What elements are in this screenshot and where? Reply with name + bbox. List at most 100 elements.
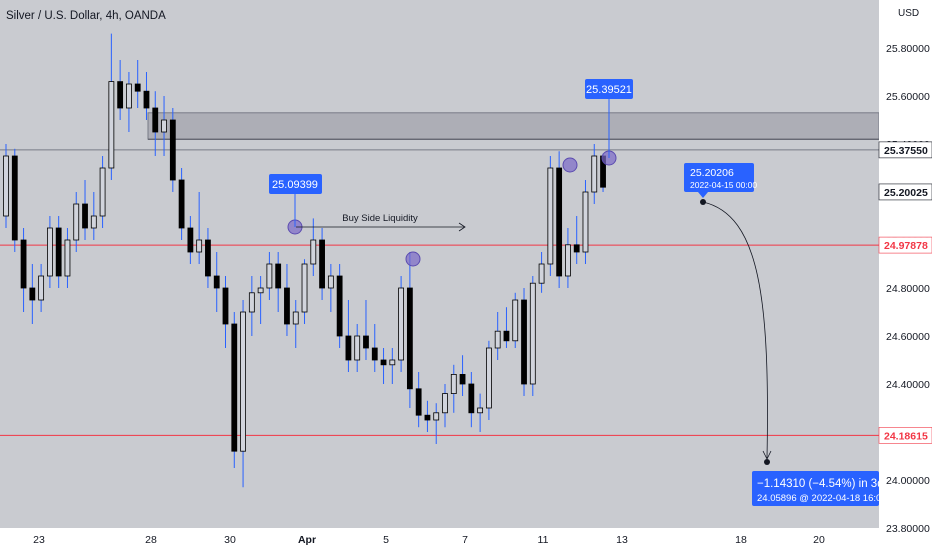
candle-body (108, 81, 115, 169)
candle-body (503, 330, 510, 342)
price-tick-label: 24.60000 (886, 331, 930, 343)
candle-body (556, 167, 563, 277)
candle-body (55, 227, 62, 277)
candle-body (292, 311, 299, 325)
candle-body (319, 239, 325, 289)
candle-body (222, 287, 229, 325)
candle-body (231, 323, 238, 452)
level-tag (878, 183, 932, 201)
candle-body (521, 299, 527, 385)
price-tick-label: 24.00000 (886, 475, 930, 487)
candle-body (90, 215, 97, 229)
currency-label: USD (898, 8, 919, 19)
time-tick-label: 28 (145, 534, 157, 546)
price-axis[interactable] (879, 0, 932, 550)
candle-body (459, 373, 466, 385)
candle-body (406, 287, 413, 390)
candle-body (47, 227, 53, 277)
candle-body (64, 239, 71, 277)
chart-title: Silver / U.S. Dollar, 4h, OANDA (6, 10, 166, 22)
candle-body (424, 414, 431, 421)
candle-body (415, 388, 422, 416)
time-tick-label: 7 (462, 534, 468, 546)
candle-body (565, 244, 571, 277)
candle-body (380, 359, 387, 366)
target-callout-box (752, 471, 879, 506)
swing-marker (405, 251, 421, 267)
candle-body (354, 335, 361, 361)
time-tick-label: 13 (616, 534, 628, 546)
target-change-label: −1.14310 (−4.54%) in 3d 1 (757, 478, 893, 490)
level-tag-label: 24.18615 (884, 430, 928, 442)
entry-callout-box (684, 163, 754, 192)
annotations: 25.39521 25.09399 Buy Side Liquidity 25.202… (269, 79, 893, 506)
price-tick-label: 25.80000 (886, 43, 930, 55)
candle-body (284, 287, 290, 325)
time-tick-label: 18 (735, 534, 747, 546)
candle-body (345, 335, 352, 361)
candle-body (187, 227, 194, 253)
candle-body (20, 239, 27, 289)
time-tick-label: 30 (224, 534, 236, 546)
candle-body (494, 330, 501, 349)
candle-body (161, 119, 167, 133)
candle-body (591, 155, 598, 193)
projection-curve (702, 201, 768, 459)
time-tick-label: 11 (538, 534, 549, 546)
candle-body (336, 275, 343, 337)
candle-body (573, 244, 580, 253)
candle-body (99, 167, 106, 217)
target-point (764, 459, 770, 465)
callout-high-label: 25.39521 (586, 84, 632, 96)
candle-body (327, 275, 334, 289)
candle-body (38, 275, 45, 301)
level-tag-label: 24.97878 (884, 240, 928, 252)
candle-body (275, 263, 282, 289)
candle-body (3, 155, 9, 217)
callout-box (269, 174, 322, 194)
candle-body (126, 83, 132, 109)
candle-body (178, 179, 185, 229)
candle-body (512, 299, 519, 342)
candle-body (477, 407, 484, 414)
candle-body (29, 287, 36, 301)
candle-body (11, 155, 18, 241)
candle-body (529, 282, 536, 385)
candle-body (442, 393, 448, 414)
price-tick-label: 25.60000 (886, 91, 930, 103)
plot-background (0, 0, 879, 528)
candle-body (257, 287, 264, 294)
time-tick-label: 23 (33, 534, 45, 546)
level-tag (878, 141, 932, 159)
candle-body (389, 359, 396, 366)
candle-body (213, 275, 220, 289)
level-tag (878, 427, 932, 444)
target-detail-label: 24.05896 @ 2022-04-18 16:00 (757, 493, 887, 504)
candle-body (143, 90, 150, 109)
candle-body (468, 383, 475, 414)
time-axis[interactable] (0, 528, 879, 550)
candle-body (205, 239, 211, 277)
candle-body (301, 263, 308, 313)
time-tick-label: 20 (813, 534, 825, 546)
candle-body (240, 311, 246, 452)
candle-body (433, 412, 440, 421)
candle-body (485, 347, 492, 409)
time-tick-label: 5 (383, 534, 389, 546)
candle-body (196, 239, 203, 253)
callout-mid-label: 25.09399 (272, 179, 318, 191)
candle-body (398, 287, 405, 361)
candle-body (169, 119, 176, 181)
candle-body (248, 292, 255, 313)
candle-body (266, 263, 273, 289)
callout-box (585, 79, 633, 99)
entry-callout-pointer (698, 192, 708, 198)
time-tick-label: Apr (298, 534, 316, 546)
candle-body (450, 373, 457, 394)
candle-body (582, 191, 589, 253)
price-tick-label: 23.80000 (886, 523, 930, 535)
candle-body (538, 263, 545, 284)
price-axis-level-tags: 25.37550 25.20025 24.97878 24.18615 (878, 141, 932, 444)
time-axis-ticks: 23 28 30 Apr 5 7 11 13 18 20 (33, 534, 825, 546)
